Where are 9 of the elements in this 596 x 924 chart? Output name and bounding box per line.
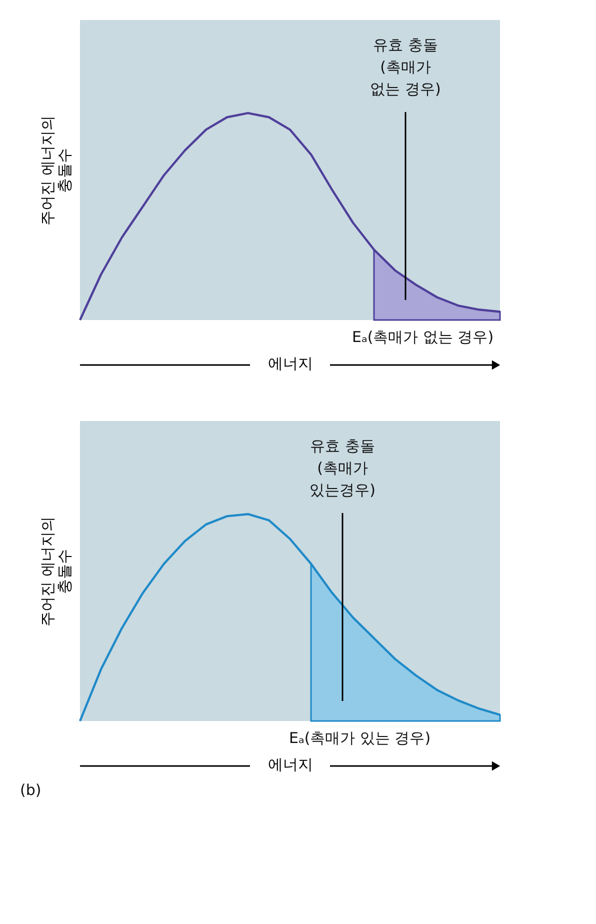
text: 유효 충돌 (촉매가 있는경우) <box>310 437 376 499</box>
y-axis-title: 주어진 에너지의 충돌수 <box>38 516 74 626</box>
text: (b) <box>20 781 42 799</box>
text: Eₐ(촉매가 없는 경우) <box>352 328 494 346</box>
y-axis-title: 주어진 에너지의 충돌수 <box>38 116 74 226</box>
text: 유효 충돌 (촉매가 없는 경우) <box>370 36 441 98</box>
text: Eₐ(촉매가 있는 경우) <box>289 729 431 747</box>
x-axis-title: 에너지 <box>268 354 313 372</box>
x-axis-title: 에너지 <box>268 756 313 774</box>
